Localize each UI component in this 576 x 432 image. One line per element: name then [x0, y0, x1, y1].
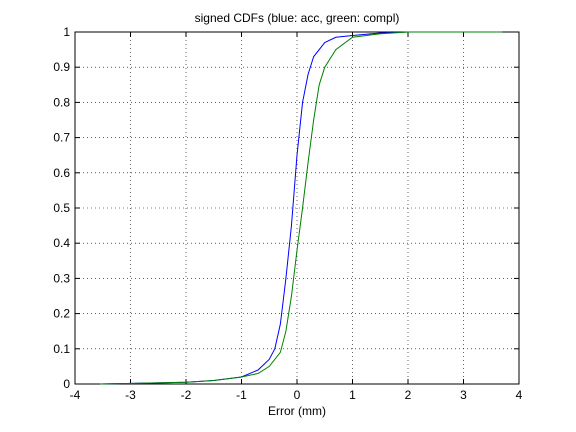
x-tick-label: 4: [516, 388, 523, 402]
x-tick-label: -2: [181, 388, 192, 402]
y-tick-label: 1: [63, 25, 70, 39]
y-tick-label: 0.1: [53, 342, 70, 356]
plot-frame: [74, 31, 520, 385]
y-tick-label: 0.2: [53, 307, 70, 321]
line: [99, 31, 503, 385]
chart-title: signed CDFs (blue: acc, green: compl): [195, 11, 400, 25]
x-tick-label: -1: [236, 388, 247, 402]
y-tick-label: 0.7: [53, 131, 70, 145]
y-tick-label: 0.4: [53, 236, 70, 250]
y-tick-label: 0.8: [53, 95, 70, 109]
y-tick-label: 0.3: [53, 271, 70, 285]
line: [99, 31, 503, 385]
y-tick-label: 0: [63, 377, 70, 391]
x-axis-label: Error (mm): [268, 404, 326, 418]
x-tick-label: 3: [460, 388, 467, 402]
x-tick-label: -3: [125, 388, 136, 402]
y-tick-label: 0.9: [53, 60, 70, 74]
x-tick-label: 2: [405, 388, 412, 402]
x-tick-label: -4: [70, 388, 81, 402]
x-tick-label: 1: [349, 388, 356, 402]
y-tick-label: 0.5: [53, 201, 70, 215]
x-tick-label: 0: [294, 388, 301, 402]
y-tick-label: 0.6: [53, 166, 70, 180]
